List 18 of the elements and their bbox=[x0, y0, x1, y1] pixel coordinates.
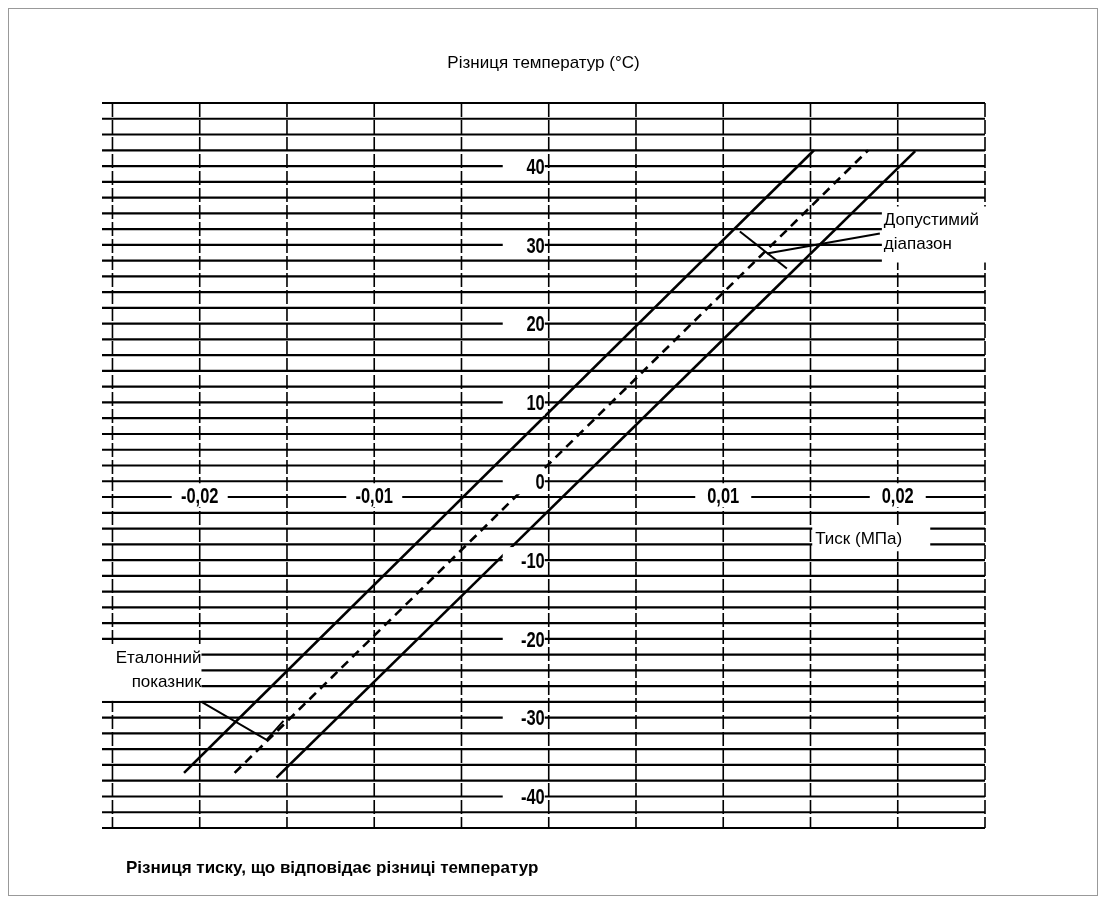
y-tick-label: 0 bbox=[535, 468, 545, 494]
text: Різниця тиску, що відповідає різниці температур bbox=[126, 858, 539, 877]
x-axis-title: Тиск (МПа) bbox=[815, 529, 903, 549]
y-tick-label: -40 bbox=[520, 783, 545, 809]
x-tick-label: 0,02 bbox=[881, 482, 914, 508]
x-tick-label: -0,02 bbox=[180, 482, 219, 508]
annotation: Еталонний показник bbox=[115, 647, 203, 691]
y-axis-title: Різниця температур (°C) bbox=[447, 53, 640, 72]
y-tick-label: 40 bbox=[526, 153, 545, 179]
y-tick-label: 30 bbox=[526, 232, 545, 258]
y-tick-label: -20 bbox=[520, 626, 545, 652]
y-tick-label: -10 bbox=[520, 547, 545, 573]
y-tick-label: 10 bbox=[526, 389, 545, 415]
x-tick-label: -0,01 bbox=[355, 482, 394, 508]
x-tick-label: 0,01 bbox=[707, 482, 740, 508]
y-tick-label: -30 bbox=[520, 705, 545, 730]
y-tick-label: 20 bbox=[526, 310, 545, 336]
annotation: Допустимий діапазон bbox=[883, 209, 980, 253]
